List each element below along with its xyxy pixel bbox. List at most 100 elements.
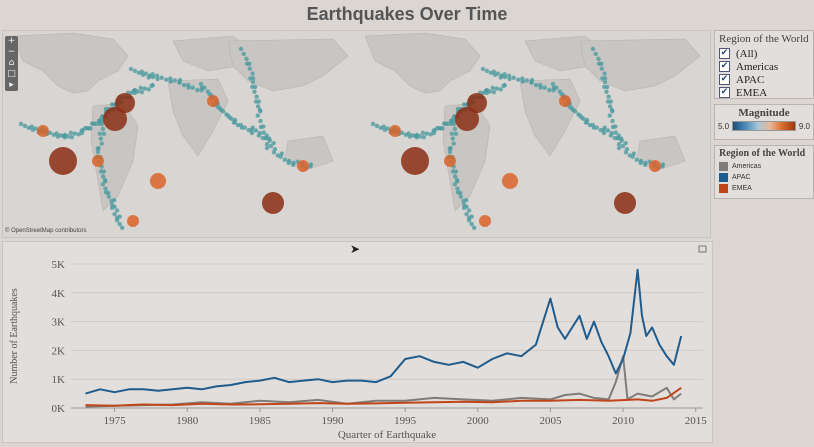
- quake-dot: [177, 80, 182, 85]
- legend-item-label: APAC: [732, 174, 751, 181]
- home-icon[interactable]: ⌂: [8, 58, 15, 68]
- earthquakes-line-chart[interactable]: 0K 1K 2K 3K 4K 5K 1975 1980 1985 1990 1995 2000 2005…: [2, 241, 713, 443]
- legend-item-apac[interactable]: APAC: [715, 172, 813, 183]
- quake-dot: [61, 133, 67, 138]
- quake-dot: [516, 77, 521, 82]
- quake-dot: [452, 174, 458, 179]
- quake-dot: [68, 130, 74, 136]
- quake-dot: [464, 198, 469, 203]
- quake-dot: [250, 76, 256, 81]
- filter-item-label: (All): [736, 47, 758, 60]
- quake-dot: [100, 174, 106, 179]
- quake-dot: [413, 133, 419, 138]
- quake-dot: [159, 75, 164, 80]
- quake-dot: [89, 121, 95, 126]
- quake-dot: [264, 141, 270, 147]
- quake-dot: [290, 162, 296, 168]
- x-tick-label: 1995: [394, 415, 417, 427]
- quake-dot: [238, 122, 244, 128]
- quake-dot: [256, 133, 262, 138]
- checkbox-checked-icon[interactable]: ✔: [719, 87, 730, 98]
- legend-item-emea[interactable]: EMEA: [715, 183, 813, 194]
- continent-shape: [12, 32, 129, 94]
- major-quake-circle: [559, 95, 571, 107]
- quake-dot: [164, 77, 169, 82]
- earthquake-map[interactable]: [2, 30, 711, 238]
- checkbox-checked-icon[interactable]: ✔: [719, 61, 730, 72]
- quake-dot: [244, 56, 249, 62]
- quake-dot: [577, 113, 583, 118]
- quake-dot: [103, 186, 108, 191]
- y-tick-label: 2K: [52, 345, 66, 357]
- major-quake-circle: [92, 155, 104, 167]
- quake-dot: [436, 126, 442, 131]
- quake-dot: [599, 66, 604, 71]
- quake-dot: [455, 186, 460, 191]
- quake-dot: [114, 208, 120, 213]
- expand-icon: [698, 245, 707, 253]
- mouse-pointer-icon: ➤: [350, 242, 361, 256]
- quake-dot: [131, 88, 137, 93]
- pan-icon[interactable]: ▸: [9, 80, 14, 90]
- legend-item-americas[interactable]: Americas: [715, 161, 813, 172]
- filter-item-apac[interactable]: ✔ APAC: [715, 73, 813, 86]
- filter-item-all[interactable]: ✔ (All): [715, 47, 813, 60]
- quake-dot: [581, 116, 586, 122]
- select-icon[interactable]: □: [7, 69, 16, 79]
- quake-dot: [605, 99, 611, 104]
- quake-dot: [102, 177, 108, 183]
- quake-dot: [616, 141, 622, 147]
- quake-dot: [441, 121, 447, 126]
- quake-dot: [261, 130, 266, 135]
- quake-dot: [452, 126, 458, 132]
- filter-item-americas[interactable]: ✔ Americas: [715, 60, 813, 73]
- quake-dot: [100, 182, 105, 187]
- quake-dot: [623, 140, 628, 146]
- zoom-in-icon[interactable]: +: [7, 36, 16, 46]
- quake-dot: [54, 131, 59, 136]
- major-quake-circle: [207, 95, 219, 107]
- filter-item-emea[interactable]: ✔ EMEA: [715, 86, 813, 99]
- quake-dot: [238, 46, 244, 52]
- quake-dot: [190, 85, 195, 90]
- chart-canvas: 0K 1K 2K 3K 4K 5K 1975 1980 1985 1990 1995 2000 2005…: [9, 245, 707, 441]
- quake-dot: [253, 99, 259, 104]
- x-tick-label: 1975: [104, 415, 127, 427]
- quake-dot: [385, 126, 390, 131]
- quake-dot: [128, 66, 134, 72]
- quake-dot: [410, 133, 415, 138]
- quake-dot: [480, 66, 486, 72]
- major-quake-circle: [649, 160, 661, 172]
- quake-dot: [268, 143, 274, 149]
- checkbox-checked-icon[interactable]: ✔: [719, 74, 730, 85]
- quake-dot: [244, 61, 250, 66]
- quake-dot: [660, 164, 665, 169]
- quake-dot: [623, 150, 629, 155]
- map-attribution: © OpenStreetMap contributors: [5, 228, 87, 234]
- quake-dot: [498, 75, 503, 80]
- quake-dot: [447, 149, 453, 155]
- map-canvas[interactable]: [3, 31, 710, 237]
- quake-dot: [258, 124, 264, 130]
- legend-swatch: [719, 173, 728, 182]
- quake-dot: [199, 87, 204, 93]
- quake-dot: [271, 150, 277, 155]
- quake-dot: [590, 122, 596, 128]
- quake-dot: [146, 75, 151, 80]
- quake-dot: [616, 145, 622, 151]
- quake-dot: [146, 87, 151, 92]
- quake-dot: [491, 89, 497, 95]
- quake-dot: [466, 208, 472, 213]
- quake-dot: [257, 107, 263, 113]
- dashboard-title: Earthquakes Over Time: [306, 4, 508, 24]
- quake-dot: [93, 121, 98, 127]
- quake-dot: [630, 154, 635, 159]
- zoom-out-icon[interactable]: −: [7, 47, 16, 57]
- checkbox-checked-icon[interactable]: ✔: [719, 48, 730, 59]
- quake-dot: [247, 66, 252, 71]
- map-toolbar[interactable]: + − ⌂ □ ▸: [5, 36, 18, 91]
- quake-dot: [607, 113, 612, 118]
- quake-dot: [511, 75, 516, 80]
- quake-dot: [172, 78, 178, 83]
- filter-item-label: Americas: [736, 60, 779, 73]
